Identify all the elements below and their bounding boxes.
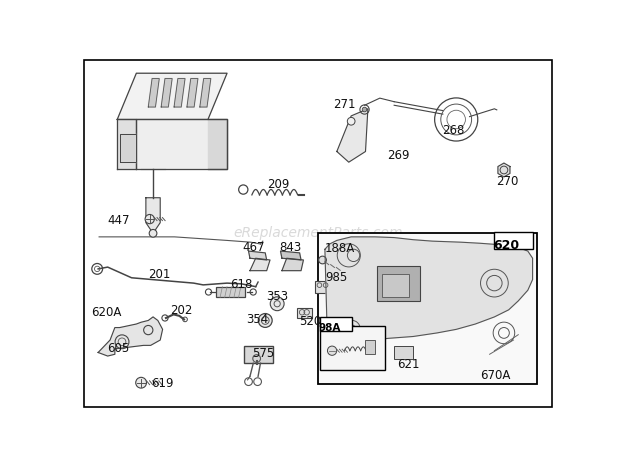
Circle shape [362, 107, 367, 112]
Circle shape [319, 256, 326, 264]
Polygon shape [249, 251, 267, 260]
Polygon shape [174, 79, 185, 107]
Polygon shape [250, 258, 270, 271]
Bar [320, 317, 353, 331]
Text: 269: 269 [387, 149, 409, 162]
Bar [320, 326, 384, 370]
Bar [297, 308, 312, 318]
Polygon shape [187, 79, 198, 107]
Text: 620: 620 [494, 238, 520, 251]
Text: 618: 618 [230, 278, 252, 291]
Polygon shape [280, 251, 301, 260]
Polygon shape [337, 109, 368, 162]
Text: 620A: 620A [91, 306, 122, 319]
Text: 605: 605 [107, 342, 129, 355]
Circle shape [145, 214, 154, 224]
Text: 621: 621 [397, 358, 420, 371]
Text: 985: 985 [326, 271, 348, 284]
Polygon shape [161, 79, 172, 107]
Text: 354: 354 [246, 313, 268, 326]
Polygon shape [117, 120, 136, 169]
Bar [216, 286, 246, 298]
Text: 270: 270 [496, 175, 519, 188]
Polygon shape [148, 79, 159, 107]
Text: 353: 353 [267, 290, 289, 303]
Polygon shape [146, 198, 160, 233]
Polygon shape [282, 258, 303, 271]
Polygon shape [200, 79, 211, 107]
Circle shape [327, 346, 337, 355]
Bar [494, 231, 533, 249]
Text: 575: 575 [252, 346, 274, 360]
Text: 670A: 670A [480, 369, 510, 382]
Bar [315, 280, 330, 293]
Text: 202: 202 [170, 304, 192, 317]
Text: 843: 843 [280, 241, 302, 254]
Bar [394, 346, 414, 359]
Circle shape [259, 314, 272, 328]
Polygon shape [98, 317, 162, 356]
Circle shape [149, 230, 157, 237]
Circle shape [270, 297, 284, 310]
Polygon shape [136, 120, 227, 169]
Text: 188A: 188A [325, 242, 355, 255]
Text: 271: 271 [333, 98, 355, 111]
Circle shape [136, 377, 146, 388]
Bar [378, 266, 420, 301]
Bar [365, 340, 375, 354]
Circle shape [347, 117, 355, 125]
Text: 201: 201 [148, 267, 171, 281]
Text: 520: 520 [299, 315, 321, 328]
Polygon shape [120, 134, 136, 162]
Polygon shape [117, 73, 227, 120]
Text: 619: 619 [151, 377, 173, 390]
Text: 467: 467 [242, 241, 265, 254]
Polygon shape [208, 120, 227, 169]
Text: 447: 447 [108, 214, 130, 227]
Bar [382, 274, 409, 298]
Bar [244, 346, 273, 363]
Bar [317, 233, 538, 384]
Polygon shape [325, 237, 533, 342]
Text: 268: 268 [442, 124, 464, 137]
Text: eReplacementParts.com: eReplacementParts.com [233, 226, 402, 240]
Text: 98A: 98A [319, 323, 342, 333]
Text: 209: 209 [268, 178, 290, 191]
Polygon shape [498, 163, 510, 177]
